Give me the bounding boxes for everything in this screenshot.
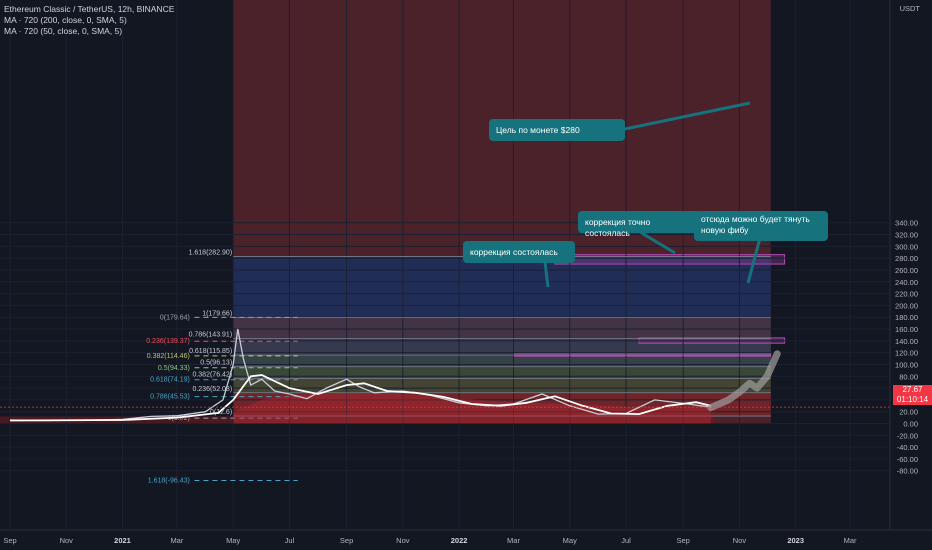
fib-right-label: 1(179.66)	[202, 310, 232, 317]
y-tick-label: 300.00	[895, 242, 918, 251]
fib-right-label: 0.382(76.42)	[192, 371, 232, 378]
fib-band	[233, 378, 771, 393]
y-tick-label: 260.00	[895, 266, 918, 275]
fib-left-label: 0.382(114.46)	[147, 353, 190, 360]
callout-pointer	[543, 261, 550, 288]
bottom-red-band	[0, 416, 715, 424]
fib-left-label: 0.786(45.53)	[150, 394, 190, 401]
callout-pull-fib[interactable]: отсюда можно будет тянуть новую фибу	[694, 211, 828, 241]
ma-50-label: MA · 720 (50, close, 0, SMA, 5)	[4, 26, 123, 36]
callout-pointer	[619, 101, 751, 132]
fib-left-label: 0.618(74.19)	[150, 377, 190, 384]
y-tick-label: 280.00	[895, 254, 918, 263]
x-tick-label: Mar	[844, 536, 857, 545]
y-tick-label: 340.00	[895, 219, 918, 228]
chart-legend: Ethereum Classic / TetherUS, 12h, BINANC…	[4, 4, 174, 37]
y-tick-label: 180.00	[895, 313, 918, 322]
fib-band	[233, 317, 771, 339]
y-tick-label: 120.00	[895, 349, 918, 358]
x-tick-label: 2022	[451, 536, 468, 545]
y-tick-label: 80.00	[899, 372, 918, 381]
callout-target[interactable]: Цель по монете $280	[489, 119, 625, 141]
fib-right-label: 0.786(143.91)	[189, 332, 233, 339]
x-tick-label: May	[226, 536, 240, 545]
fib-band	[233, 355, 771, 367]
y-tick-label: 200.00	[895, 301, 918, 310]
price-line	[9, 328, 711, 422]
callout-correction-exact[interactable]: коррекция точно состоялась	[578, 211, 699, 238]
y-tick-label: -20.00	[897, 431, 918, 440]
x-tick-label: May	[563, 536, 577, 545]
callout-correction-done[interactable]: коррекция состоялась	[463, 241, 575, 263]
callout-pointer	[639, 230, 676, 255]
last-price: 27.67	[902, 385, 923, 394]
fib-right-label: 0.5(96.13)	[200, 360, 232, 367]
x-tick-label: Nov	[733, 536, 747, 545]
projection-path	[707, 350, 781, 412]
y-tick-label: -80.00	[897, 467, 918, 476]
x-tick-label: Sep	[340, 536, 353, 545]
fib-right-label: 0.618(115.85)	[189, 348, 232, 355]
fib-right-label: 0(12.6)	[210, 409, 232, 416]
ma-200-area	[233, 392, 711, 424]
x-tick-label: Jul	[285, 536, 295, 545]
fib-left-label: 0.236(139.37)	[146, 338, 190, 345]
last-price-badge: 27.67 01:10:14	[893, 385, 932, 405]
ma-200-label: MA · 720 (200, close, 0, SMA, 5)	[4, 15, 127, 25]
y-tick-label: -40.00	[897, 443, 918, 452]
x-tick-label: Sep	[676, 536, 689, 545]
y-tick-label: 0.00	[903, 420, 918, 429]
x-tick-label: Jul	[621, 536, 631, 545]
y-tick-label: -60.00	[897, 455, 918, 464]
fib-left-label: 1(9.02)	[168, 415, 190, 422]
fib-band	[233, 338, 771, 356]
y-tick-label: 160.00	[895, 325, 918, 334]
fib-band	[233, 366, 771, 379]
x-tick-label: Nov	[60, 536, 74, 545]
callout-pointer	[746, 237, 762, 284]
x-tick-label: Mar	[170, 536, 183, 545]
x-tick-label: Nov	[396, 536, 410, 545]
fib-right-label: 1.618(282.90)	[189, 249, 233, 256]
x-tick-label: 2021	[114, 536, 131, 545]
ma-50-line	[9, 374, 712, 422]
currency-label: USDT	[900, 4, 921, 13]
y-tick-label: 140.00	[895, 337, 918, 346]
x-tick-label: Mar	[507, 536, 520, 545]
fib-left-label: 1.618(-96.43)	[148, 477, 190, 484]
fib-right-label: 0.236(52.03)	[192, 386, 232, 393]
fib-left-label: 0(179.64)	[160, 314, 190, 321]
x-tick-label: Sep	[3, 536, 16, 545]
fib-left-label: 0.5(94.33)	[158, 365, 190, 372]
x-tick-label: 2023	[787, 536, 804, 545]
y-tick-label: 220.00	[895, 290, 918, 299]
y-tick-label: 320.00	[895, 231, 918, 240]
y-tick-label: 100.00	[895, 360, 918, 369]
y-tick-label: 240.00	[895, 278, 918, 287]
bar-countdown: 01:10:14	[896, 395, 929, 404]
y-tick-label: 20.00	[899, 408, 918, 417]
symbol-title: Ethereum Classic / TetherUS, 12h, BINANC…	[4, 4, 175, 14]
target-box	[554, 254, 786, 265]
y-axis-panel	[890, 0, 932, 550]
fib-blue-zone	[233, 256, 771, 318]
x-axis-panel	[0, 530, 932, 550]
